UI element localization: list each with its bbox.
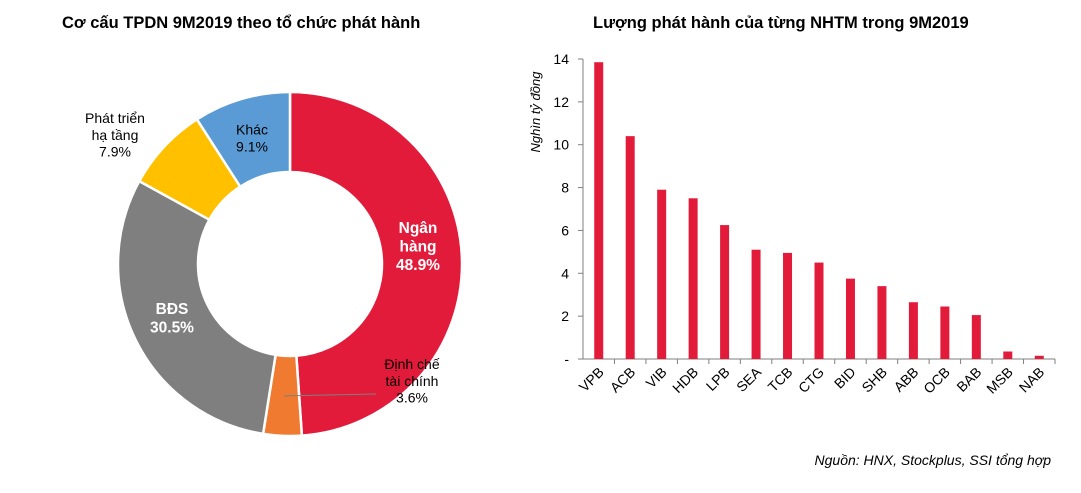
x-tick-label: VPB: [576, 364, 607, 395]
source-note: Nguồn: HNX, Stockplus, SSI tổng hợp: [814, 452, 1051, 468]
y-axis-title: Nghìn tỷ đồng: [528, 71, 543, 153]
x-tick-label: MSB: [983, 364, 1016, 397]
bar: [751, 249, 761, 359]
y-tick-label: -: [564, 351, 569, 367]
x-tick-label: NAB: [1016, 364, 1048, 396]
y-tick-label: 10: [553, 137, 569, 153]
slice-category-label: Khác: [236, 122, 268, 138]
bar: [940, 306, 950, 359]
bar: [877, 286, 887, 359]
bar: [783, 252, 793, 359]
x-tick-label: OCB: [920, 364, 953, 397]
bar: [1034, 355, 1044, 359]
y-tick-label: 14: [553, 51, 569, 67]
x-tick-label: VIB: [643, 364, 670, 391]
bar: [657, 189, 667, 359]
y-tick-label: 6: [561, 222, 569, 238]
bar: [971, 315, 981, 359]
x-tick-label: LPB: [703, 364, 733, 394]
y-tick-label: 4: [561, 265, 569, 281]
bar: [720, 225, 730, 359]
slice-category-label: hạ tầng: [92, 127, 139, 143]
x-tick-label: TCB: [765, 364, 796, 395]
x-tick-label: SEA: [733, 363, 765, 395]
donut-slice: [195, 90, 292, 189]
y-tick-label: 2: [561, 308, 569, 324]
slice-value-label: 30.5%: [150, 320, 194, 337]
slice-category-label: hàng: [399, 238, 436, 255]
slice-category-label: Ngân: [399, 220, 438, 237]
bar-chart-title: Lượng phát hành của từng NHTM trong 9M20…: [593, 14, 969, 32]
slice-category-label: Định chế: [384, 356, 439, 372]
y-tick-label: 12: [553, 94, 569, 110]
bar: [594, 62, 604, 359]
donut-slice: [288, 90, 464, 437]
slice-category-label: tài chính: [386, 373, 439, 389]
x-tick-label: CTG: [795, 364, 827, 396]
x-tick-label: ACB: [607, 364, 639, 396]
slice-value-label: 3.6%: [396, 390, 428, 406]
bar: [1003, 351, 1013, 359]
x-tick-label: HDB: [669, 364, 701, 396]
slice-category-label: Phát triển: [85, 110, 145, 126]
slice-value-label: 9.1%: [236, 138, 268, 154]
bar: [688, 198, 698, 359]
x-tick-label: BAB: [953, 364, 984, 395]
y-tick-label: 8: [561, 180, 569, 196]
donut-chart-title: Cơ cấu TPDN 9M2019 theo tổ chức phát hàn…: [62, 14, 421, 32]
donut-slice: [116, 179, 278, 436]
slice-value-label: 7.9%: [99, 144, 131, 160]
x-tick-label: ABB: [890, 364, 921, 395]
slice-value-label: 48.9%: [396, 257, 440, 274]
bar: [814, 262, 824, 359]
bar: [908, 302, 918, 359]
bar: [845, 278, 855, 359]
slice-category-label: BĐS: [156, 301, 189, 318]
x-tick-label: BID: [831, 364, 859, 392]
bar: [625, 136, 635, 359]
leader-line: [284, 393, 377, 397]
x-tick-label: SHB: [858, 364, 890, 396]
